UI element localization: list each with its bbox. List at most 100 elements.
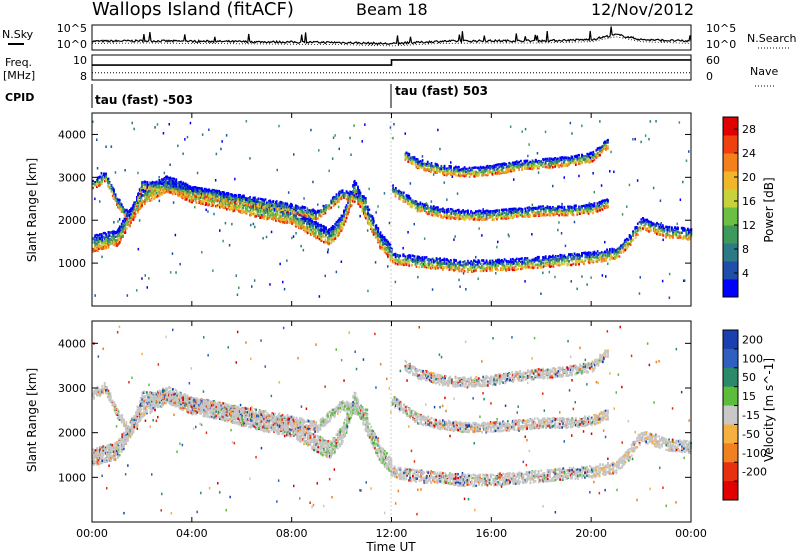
power-cell bbox=[437, 214, 439, 218]
power-cell bbox=[136, 198, 138, 202]
power-cell bbox=[99, 233, 101, 236]
power-cell bbox=[358, 189, 361, 192]
power-cell bbox=[235, 199, 238, 202]
power-cell bbox=[313, 211, 315, 215]
power-cell bbox=[171, 252, 174, 255]
power-cell bbox=[328, 237, 331, 241]
power-cell bbox=[96, 237, 99, 241]
power-cell bbox=[149, 187, 151, 191]
power-cell bbox=[116, 239, 118, 242]
power-cell bbox=[174, 233, 177, 237]
power-cell bbox=[318, 209, 321, 213]
power-cell bbox=[387, 247, 389, 250]
power-cell bbox=[198, 187, 201, 190]
power-cell bbox=[184, 198, 187, 201]
power-cell bbox=[172, 201, 175, 204]
power-cell bbox=[440, 165, 443, 168]
power-cell bbox=[393, 260, 395, 263]
power-cell bbox=[144, 186, 147, 189]
power-cell bbox=[223, 192, 226, 195]
power-cell bbox=[251, 285, 253, 288]
power-cell bbox=[230, 205, 232, 208]
power-cell bbox=[189, 121, 192, 125]
power-cell bbox=[118, 227, 121, 230]
power-cell bbox=[418, 203, 421, 206]
power-cell bbox=[276, 203, 279, 207]
power-cell bbox=[216, 195, 219, 198]
power-cell bbox=[283, 287, 286, 291]
power-cell bbox=[291, 208, 293, 212]
power-cell bbox=[347, 201, 349, 204]
power-cell bbox=[335, 221, 338, 224]
power-cell bbox=[314, 235, 317, 238]
power-cell bbox=[344, 192, 347, 195]
power-cell bbox=[110, 235, 113, 239]
power-cell bbox=[133, 206, 136, 210]
power-cell bbox=[221, 140, 223, 143]
power-cell bbox=[246, 205, 249, 208]
power-cell bbox=[390, 256, 393, 259]
power-cell bbox=[379, 238, 382, 241]
power-cell bbox=[198, 200, 201, 204]
power-cell bbox=[142, 186, 145, 189]
power-cell bbox=[436, 209, 438, 213]
power-cell bbox=[240, 210, 243, 214]
power-cell bbox=[358, 198, 361, 201]
power-cell bbox=[288, 215, 291, 218]
power-cell bbox=[290, 217, 292, 220]
power-cell bbox=[166, 182, 169, 185]
power-cell bbox=[405, 194, 408, 197]
power-cell bbox=[105, 237, 108, 241]
power-cell bbox=[198, 191, 201, 194]
power-cell bbox=[208, 197, 211, 201]
power-cell bbox=[249, 197, 251, 200]
power-cell bbox=[141, 185, 143, 188]
power-cell bbox=[443, 214, 446, 217]
power-cell bbox=[141, 194, 143, 197]
date-label: 12/Nov/2012 bbox=[591, 0, 694, 19]
power-cell bbox=[154, 126, 156, 129]
power-cell bbox=[447, 265, 450, 268]
power-cell bbox=[295, 204, 298, 208]
power-cell bbox=[238, 196, 240, 199]
power-cell bbox=[201, 199, 204, 202]
power-cell bbox=[434, 212, 437, 215]
power-cell bbox=[315, 212, 317, 215]
power-cell bbox=[265, 235, 268, 239]
power-cell bbox=[242, 206, 244, 210]
power-cell bbox=[138, 219, 141, 222]
power-cell bbox=[92, 182, 94, 186]
power-cell bbox=[276, 209, 279, 212]
power-cell bbox=[443, 167, 446, 170]
power-cell bbox=[96, 249, 99, 252]
power-cell bbox=[344, 213, 347, 216]
power-cell bbox=[282, 208, 284, 211]
power-cell bbox=[431, 257, 434, 261]
power-cell bbox=[212, 269, 214, 272]
power-cell bbox=[104, 237, 106, 241]
power-cell bbox=[456, 267, 459, 271]
power-cell bbox=[254, 225, 256, 229]
power-cell bbox=[368, 187, 370, 191]
power-cell bbox=[409, 197, 412, 200]
power-cell bbox=[177, 190, 180, 193]
power-cell bbox=[279, 213, 282, 216]
power-cell bbox=[236, 208, 239, 211]
power-cell bbox=[163, 177, 166, 180]
power-cell bbox=[455, 167, 457, 170]
power-cell bbox=[212, 191, 214, 194]
power-cell bbox=[430, 213, 433, 217]
power-cell bbox=[149, 182, 151, 185]
power-cell bbox=[372, 217, 375, 220]
power-cell bbox=[283, 212, 286, 216]
power-cell bbox=[282, 205, 284, 209]
power-cell bbox=[419, 160, 422, 163]
power-cell bbox=[334, 200, 337, 204]
power-cell bbox=[295, 221, 298, 225]
power-cell bbox=[284, 218, 287, 222]
power-cell bbox=[400, 260, 403, 263]
power-cell bbox=[295, 217, 298, 220]
power-cell bbox=[347, 205, 349, 209]
power-cell bbox=[146, 192, 149, 195]
power-cell bbox=[232, 200, 235, 203]
